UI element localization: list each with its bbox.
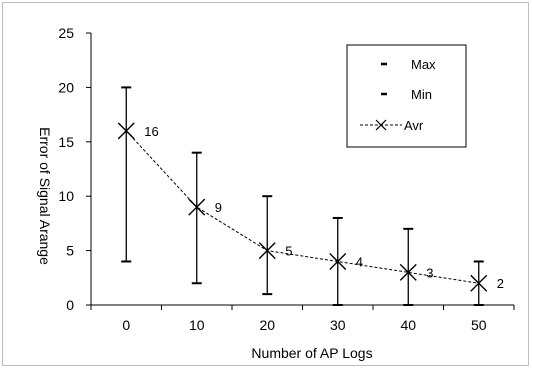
y-axis-ticks: 0 5 10 15 20 25 — [58, 25, 91, 313]
x-tick-label: 30 — [330, 317, 346, 333]
avr-point-marker — [470, 274, 488, 292]
data-labels: 16 9 5 4 3 2 — [144, 124, 504, 291]
legend-min-label: Min — [411, 87, 432, 102]
avr-data-label: 5 — [285, 244, 292, 259]
avr-data-label: 3 — [426, 265, 433, 280]
x-tick-label: 10 — [189, 317, 205, 333]
y-tick-label: 0 — [66, 297, 74, 313]
x-tick-label: 20 — [259, 317, 275, 333]
y-axis-title: Error of Signal Arange — [37, 127, 53, 265]
average-series — [117, 122, 488, 292]
x-tick-label: 0 — [122, 317, 130, 333]
avr-point-marker — [329, 252, 347, 270]
x-tick-label: 50 — [471, 317, 487, 333]
avr-point-marker — [399, 263, 417, 281]
legend-max-label: Max — [411, 57, 436, 72]
avr-data-label: 4 — [356, 254, 363, 269]
x-axis-ticks: 0 10 20 30 40 50 — [90, 305, 515, 333]
y-tick-label: 15 — [58, 134, 74, 150]
avr-series-line — [125, 130, 479, 284]
avr-data-label: 2 — [497, 276, 504, 291]
y-tick-label: 10 — [58, 188, 74, 204]
avr-point-marker — [258, 242, 276, 260]
y-tick-label: 5 — [66, 243, 74, 259]
legend-avr-label: Avr — [404, 118, 424, 133]
y-tick-label: 20 — [58, 79, 74, 95]
y-tick-label: 25 — [58, 25, 74, 41]
x-axis-title: Number of AP Logs — [251, 345, 372, 361]
x-tick-label: 40 — [400, 317, 416, 333]
legend: Max Min Avr — [346, 44, 467, 148]
legend-box — [346, 44, 467, 148]
avr-point-marker — [117, 122, 135, 140]
avr-data-label: 9 — [215, 200, 222, 215]
avr-point-marker — [188, 198, 206, 216]
avr-data-label: 16 — [144, 124, 158, 139]
legend-avr-marker — [375, 119, 387, 131]
